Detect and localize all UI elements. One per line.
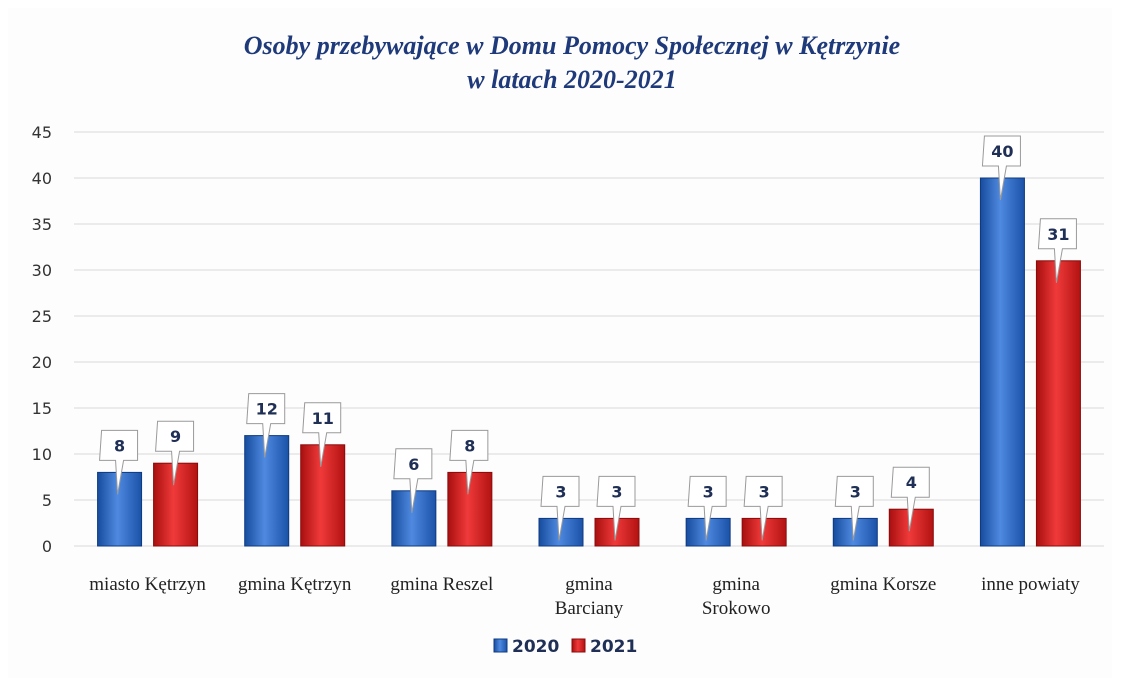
data-label-callout: 3	[540, 475, 580, 541]
data-label: 8	[464, 436, 475, 455]
callout-box	[393, 448, 433, 513]
data-label: 3	[703, 482, 714, 501]
y-tick-label: 5	[42, 491, 52, 510]
callout-box	[540, 475, 580, 541]
callout-box	[1037, 218, 1077, 283]
data-label-callout: 31	[1037, 218, 1077, 283]
legend-swatch	[493, 638, 508, 653]
callout-box	[834, 475, 874, 541]
y-tick-label: 40	[32, 169, 52, 188]
x-tick-label: gmina Kętrzyn	[238, 574, 352, 595]
data-label: 3	[555, 482, 566, 501]
legend-label: 2020	[512, 637, 559, 657]
x-axis: miasto Kętrzyn gmina Kętrzyn gmina Reszel g…	[89, 574, 1080, 619]
chart-title-line-1: Osoby przebywające w Domu Pomocy Społecz…	[244, 31, 900, 60]
chart-frame: Osoby przebywające w Domu Pomocy Społecz…	[8, 8, 1112, 678]
bar-2020	[244, 435, 290, 547]
x-tick-label: Barciany	[555, 598, 624, 619]
data-label: 12	[256, 400, 278, 419]
data-labels: 8 9 12 11 6 8 3 3 3 3 3 4 40 31	[99, 135, 1077, 541]
data-label: 11	[312, 409, 334, 428]
bar-chart: Osoby przebywające w Domu Pomocy Społecz…	[32, 31, 1104, 657]
data-label-callout: 8	[99, 429, 139, 495]
callout-box	[890, 466, 930, 532]
callout-box	[302, 402, 342, 467]
bar-2020	[979, 177, 1025, 547]
data-label: 4	[906, 473, 917, 492]
y-tick-label: 0	[42, 537, 52, 556]
y-tick-label: 10	[32, 445, 52, 464]
x-tick-label: miasto Kętrzyn	[89, 574, 206, 595]
y-axis: 0 5 10 15 20 25 30 35 40 45	[32, 123, 52, 556]
legend: 2020 2021	[493, 637, 637, 657]
callout-box	[155, 420, 195, 486]
x-tick-label: inne powiaty	[981, 574, 1080, 595]
callout-box	[246, 393, 286, 458]
callout-box	[99, 429, 139, 495]
data-label-callout: 3	[834, 475, 874, 541]
bar-2021	[300, 444, 346, 547]
x-tick-label: gmina Korsze	[830, 574, 936, 595]
data-label-callout: 8	[449, 429, 489, 495]
y-tick-label: 45	[32, 123, 52, 142]
data-label-callout: 6	[393, 448, 433, 513]
callout-box	[596, 475, 636, 541]
legend-item: 2021	[571, 637, 637, 657]
data-label: 3	[611, 482, 622, 501]
chart-title: Osoby przebywające w Domu Pomocy Społecz…	[244, 31, 900, 94]
data-label-callout: 3	[596, 475, 636, 541]
legend-label: 2021	[590, 637, 637, 657]
data-label-callout: 4	[890, 466, 930, 532]
callout-box	[449, 429, 489, 495]
data-label-callout: 12	[246, 393, 286, 458]
y-tick-label: 30	[32, 261, 52, 280]
data-label: 3	[759, 482, 770, 501]
data-label-callout: 11	[302, 402, 342, 467]
y-tick-label: 15	[32, 399, 52, 418]
data-label: 40	[991, 142, 1013, 161]
data-label: 3	[850, 482, 861, 501]
data-label-callout: 40	[981, 135, 1021, 201]
data-label-callout: 3	[743, 475, 783, 541]
bar-2021	[741, 517, 787, 547]
data-label: 31	[1047, 225, 1069, 244]
data-label: 6	[408, 455, 419, 474]
data-label-callout: 9	[155, 420, 195, 486]
legend-swatch	[571, 638, 586, 653]
y-tick-label: 25	[32, 307, 52, 326]
chart-title-line-2: w latach 2020-2021	[467, 65, 676, 94]
x-tick-label: gmina	[565, 574, 613, 595]
bar-2021	[153, 462, 199, 547]
x-tick-label: Srokowo	[702, 598, 771, 619]
callout-box	[981, 135, 1021, 201]
data-label: 8	[114, 436, 125, 455]
callout-box	[743, 475, 783, 541]
data-label-callout: 3	[687, 475, 727, 541]
gridlines	[74, 131, 1104, 547]
y-tick-label: 20	[32, 353, 52, 372]
callout-box	[687, 475, 727, 541]
y-tick-label: 35	[32, 215, 52, 234]
bar-2021	[1035, 260, 1081, 547]
x-tick-label: gmina	[712, 574, 760, 595]
data-label: 9	[170, 427, 181, 446]
bar-2021	[594, 517, 640, 547]
legend-item: 2020	[493, 637, 559, 657]
x-tick-label: gmina Reszel	[390, 574, 493, 595]
